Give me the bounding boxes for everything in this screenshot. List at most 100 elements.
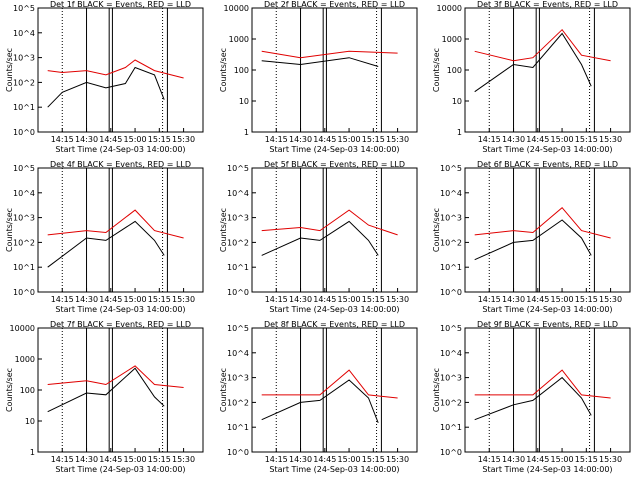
- x-tick-label: 14:45: [526, 295, 549, 304]
- y-tick-label: 10^2: [227, 398, 249, 407]
- series-lld-line: [474, 28, 611, 62]
- x-tick-label: 14:30: [75, 455, 98, 464]
- y-tick-label: 10^0: [440, 448, 462, 457]
- panel-title: Det 9f BLACK = Events, RED = LLD: [477, 320, 618, 329]
- series-events-line: [47, 367, 165, 413]
- x-tick-label: 14:15: [478, 295, 501, 304]
- x-tick-label: 15:00: [124, 455, 147, 464]
- x-tick-label: 15:30: [386, 455, 409, 464]
- x-tick-label: 14:15: [51, 135, 74, 144]
- y-tick-label: 10^3: [227, 374, 249, 383]
- series-lld-line: [261, 209, 398, 236]
- y-axis-label: Counts/sec: [5, 48, 14, 92]
- x-tick-label: 14:45: [313, 135, 336, 144]
- panel-title: Det 2f BLACK = Events, RED = LLD: [264, 0, 405, 9]
- x-tick-label: 14:30: [502, 135, 525, 144]
- plot-frame: [464, 167, 631, 293]
- plot-frame: [37, 167, 204, 293]
- x-tick-label: 14:15: [265, 455, 288, 464]
- x-tick-label: 15:15: [575, 455, 598, 464]
- y-axis-label: Counts/sec: [432, 368, 441, 412]
- x-tick-label: 15:00: [551, 295, 574, 304]
- panel-title: Det 7f BLACK = Events, RED = LLD: [50, 320, 191, 329]
- series-lld-line: [474, 206, 611, 239]
- series-events-line: [47, 66, 165, 108]
- x-tick-label: 15:00: [338, 455, 361, 464]
- y-tick-label: 1: [244, 128, 249, 137]
- y-tick-label: 10^2: [13, 238, 35, 247]
- y-tick-label: 10^4: [227, 189, 249, 198]
- series-events-line: [474, 376, 592, 421]
- series-events-line: [474, 219, 592, 261]
- series-lld-line: [47, 209, 184, 239]
- y-tick-label: 10^3: [440, 214, 462, 223]
- y-tick-label: 10^3: [13, 214, 35, 223]
- x-tick-label: 14:15: [478, 455, 501, 464]
- plot-frame: [464, 327, 631, 453]
- x-tick-label: 15:15: [575, 295, 598, 304]
- y-axis-label: Counts/sec: [219, 368, 228, 412]
- y-tick-label: 10^1: [440, 263, 462, 272]
- y-tick-label: 10^1: [440, 423, 462, 432]
- x-tick-label: 14:30: [502, 455, 525, 464]
- x-tick-label: 15:30: [172, 295, 195, 304]
- y-tick-label: 10^1: [13, 263, 35, 272]
- x-axis-label: Start Time (24-Sep-03 14:00:00): [482, 305, 612, 314]
- y-tick-label: 10^1: [227, 423, 249, 432]
- y-tick-label: 10^5: [440, 324, 462, 333]
- x-tick-label: 15:00: [551, 455, 574, 464]
- y-tick-label: 10^4: [440, 349, 462, 358]
- y-tick-label: 10^4: [13, 189, 35, 198]
- x-axis-label: Start Time (24-Sep-03 14:00:00): [482, 145, 612, 154]
- y-tick-label: 1000: [15, 355, 35, 364]
- x-axis-label: Start Time (24-Sep-03 14:00:00): [482, 465, 612, 474]
- y-tick-label: 10^0: [13, 288, 35, 297]
- y-tick-label: 10^4: [440, 189, 462, 198]
- panel-title: Det 4f BLACK = Events, RED = LLD: [50, 160, 191, 169]
- x-tick-label: 15:15: [148, 455, 171, 464]
- x-tick-label: 15:00: [338, 135, 361, 144]
- y-tick-label: 10^5: [13, 4, 35, 13]
- plot-frame: [251, 167, 418, 293]
- series-events-line: [261, 379, 379, 423]
- series-lld-line: [47, 59, 184, 79]
- y-tick-label: 10^3: [227, 214, 249, 223]
- x-tick-label: 15:15: [362, 135, 385, 144]
- x-axis-label: Start Time (24-Sep-03 14:00:00): [269, 145, 399, 154]
- y-tick-label: 100: [234, 66, 249, 75]
- series-events-line: [47, 220, 165, 268]
- x-tick-label: 14:45: [313, 295, 336, 304]
- x-tick-label: 15:15: [362, 455, 385, 464]
- y-tick-label: 10000: [10, 324, 35, 333]
- x-tick-label: 15:00: [124, 135, 147, 144]
- y-tick-label: 10^4: [227, 349, 249, 358]
- x-tick-label: 15:30: [599, 455, 622, 464]
- y-tick-label: 10^5: [13, 164, 35, 173]
- x-tick-label: 14:45: [313, 455, 336, 464]
- x-tick-label: 15:30: [172, 135, 195, 144]
- y-axis-label: Counts/sec: [432, 48, 441, 92]
- x-tick-label: 14:45: [526, 455, 549, 464]
- plot-frame: [37, 7, 204, 133]
- y-tick-label: 10^0: [227, 288, 249, 297]
- y-tick-label: 10^5: [227, 164, 249, 173]
- x-tick-label: 14:15: [51, 295, 74, 304]
- y-tick-label: 10^1: [13, 103, 35, 112]
- y-tick-label: 10^2: [227, 238, 249, 247]
- panel-title: Det 8f BLACK = Events, RED = LLD: [264, 320, 405, 329]
- y-tick-label: 10^2: [440, 238, 462, 247]
- x-tick-label: 14:45: [526, 135, 549, 144]
- x-tick-label: 15:30: [172, 455, 195, 464]
- x-tick-label: 15:00: [551, 135, 574, 144]
- x-axis-label: Start Time (24-Sep-03 14:00:00): [55, 465, 185, 474]
- y-tick-label: 1000: [442, 35, 462, 44]
- x-tick-label: 14:30: [289, 455, 312, 464]
- y-tick-label: 10^0: [440, 288, 462, 297]
- x-tick-label: 15:30: [386, 295, 409, 304]
